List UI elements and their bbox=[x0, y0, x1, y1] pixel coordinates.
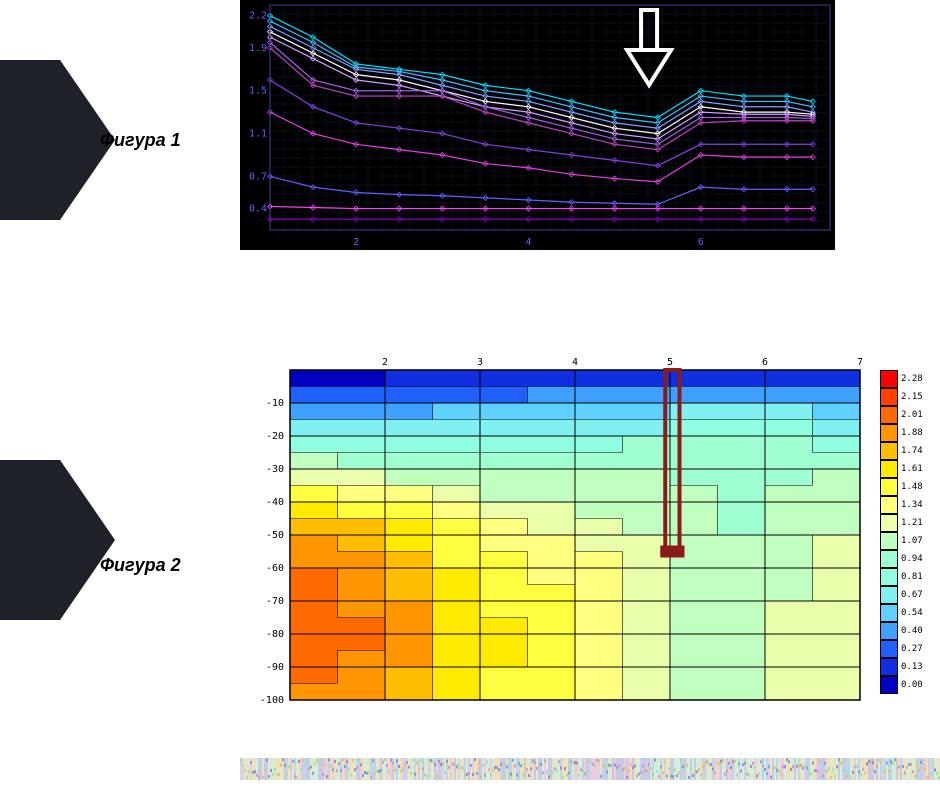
noise-bar bbox=[240, 758, 940, 780]
svg-text:1.5: 1.5 bbox=[249, 86, 267, 97]
legend-swatch: 1.74 bbox=[880, 442, 940, 460]
legend-swatch: 0.67 bbox=[880, 586, 940, 604]
svg-text:-10: -10 bbox=[266, 398, 284, 409]
legend-swatch: 0.00 bbox=[880, 676, 940, 694]
svg-text:2: 2 bbox=[353, 237, 359, 248]
legend-swatch: 2.28 bbox=[880, 370, 940, 388]
svg-text:-40: -40 bbox=[266, 497, 284, 508]
svg-text:2.2: 2.2 bbox=[249, 11, 267, 22]
svg-text:1.1: 1.1 bbox=[249, 129, 267, 140]
svg-text:6: 6 bbox=[762, 357, 768, 368]
legend-swatch: 1.48 bbox=[880, 478, 940, 496]
legend-swatch: 0.81 bbox=[880, 568, 940, 586]
figure2-label: Фигура 2 bbox=[100, 555, 181, 576]
svg-text:7: 7 bbox=[857, 357, 863, 368]
svg-text:0.7: 0.7 bbox=[249, 171, 267, 182]
pointer-shape-2 bbox=[0, 460, 120, 620]
svg-text:3: 3 bbox=[477, 357, 483, 368]
legend-swatch: 1.21 bbox=[880, 514, 940, 532]
svg-text:-20: -20 bbox=[266, 431, 284, 442]
svg-text:-50: -50 bbox=[266, 530, 284, 541]
figure2-legend: 2.282.152.011.881.741.611.481.341.211.07… bbox=[880, 370, 940, 694]
svg-text:-80: -80 bbox=[266, 629, 284, 640]
svg-text:6: 6 bbox=[698, 237, 704, 248]
legend-swatch: 1.34 bbox=[880, 496, 940, 514]
legend-swatch: 1.88 bbox=[880, 424, 940, 442]
legend-swatch: 0.54 bbox=[880, 604, 940, 622]
svg-text:4: 4 bbox=[525, 237, 531, 248]
figure1-label: Фигура 1 bbox=[100, 130, 181, 151]
legend-swatch: 0.13 bbox=[880, 658, 940, 676]
legend-swatch: 0.27 bbox=[880, 640, 940, 658]
svg-text:-60: -60 bbox=[266, 563, 284, 574]
svg-text:5: 5 bbox=[667, 357, 673, 368]
legend-swatch: 1.07 bbox=[880, 532, 940, 550]
svg-text:1.9: 1.9 bbox=[249, 43, 267, 54]
svg-text:-100: -100 bbox=[260, 695, 284, 706]
svg-text:-70: -70 bbox=[266, 596, 284, 607]
legend-swatch: 0.40 bbox=[880, 622, 940, 640]
svg-text:4: 4 bbox=[572, 357, 578, 368]
legend-swatch: 1.61 bbox=[880, 460, 940, 478]
figure2-chart: 2 3 4 5 6 7 -10 -20 -30 -40 -50 -60 -70 -80 -90 -100 2.… bbox=[240, 350, 940, 710]
svg-text:0.4: 0.4 bbox=[249, 204, 267, 215]
legend-swatch: 0.94 bbox=[880, 550, 940, 568]
legend-swatch: 2.15 bbox=[880, 388, 940, 406]
figure1-chart: 0.4 0.7 1.1 1.5 1.9 2.2 2 4 6 bbox=[240, 0, 835, 250]
svg-text:-90: -90 bbox=[266, 662, 284, 673]
svg-text:-30: -30 bbox=[266, 464, 284, 475]
svg-text:2: 2 bbox=[382, 357, 388, 368]
legend-swatch: 2.01 bbox=[880, 406, 940, 424]
